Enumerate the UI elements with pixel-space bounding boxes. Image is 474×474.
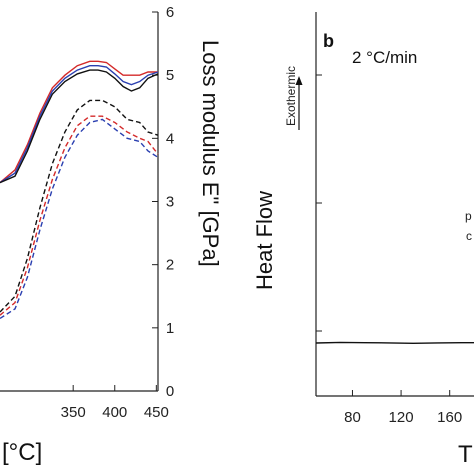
panel-a-series-line-3	[0, 69, 159, 184]
panel-b-series	[315, 341, 474, 345]
panel-a-y-tick-label: 3	[166, 194, 174, 211]
panel-a-y-tick-label: 1	[166, 320, 174, 337]
panel-a-series-line-5	[0, 115, 159, 316]
panel-a-x-tick-label: 450	[144, 404, 169, 421]
panel-a-series-line-4	[0, 99, 159, 313]
panel-a-x-axis-label: [°C]	[2, 439, 42, 466]
rate-annotation: 2 °C/min	[352, 48, 417, 67]
panel-a-y-ticks: 0 1 2 3 4 5 6	[152, 4, 174, 400]
panel-a-y-tick-label: 2	[166, 257, 174, 274]
panel-a-y-axis-label: Loss modulus E" [GPa]	[198, 40, 223, 267]
exothermic-label: Exothermic	[284, 66, 298, 126]
panel-a-x-tick-label: 350	[61, 404, 86, 421]
cut-text-2: c	[466, 229, 472, 243]
panel-a-y-tick-label: 5	[166, 67, 174, 84]
panel-a-series-line-2	[0, 65, 159, 184]
panel-b-x-axis-label: T	[458, 441, 473, 468]
panel-a-y-tick-label: 0	[166, 383, 174, 400]
panel-b-x-tick-label: 80	[344, 409, 361, 426]
panel-b: 80 120 160 b 2 °C/min Exothermic Heat Flow…	[252, 12, 474, 468]
panel-b-x-tick-label: 120	[389, 409, 414, 426]
panel-a-series	[0, 60, 159, 319]
panel-a-x-ticks: 350 400 450	[61, 385, 169, 421]
panel-b-label: b	[323, 31, 334, 51]
panel-b-series-line-1	[315, 341, 474, 345]
exothermic-arrowhead-icon	[295, 76, 303, 85]
panel-a-series-line-6	[0, 118, 159, 319]
cut-text-1: p	[465, 209, 472, 223]
panel-a-series-line-1	[0, 60, 158, 184]
panel-b-x-ticks: 80 120 160	[344, 390, 462, 426]
panel-a-x-tick-label: 400	[102, 404, 127, 421]
panel-a-y-tick-label: 4	[166, 130, 174, 147]
panel-b-y-axis-label: Heat Flow	[252, 191, 277, 290]
panel-b-x-tick-label: 160	[437, 409, 462, 426]
panel-a-y-tick-label: 6	[166, 4, 174, 21]
